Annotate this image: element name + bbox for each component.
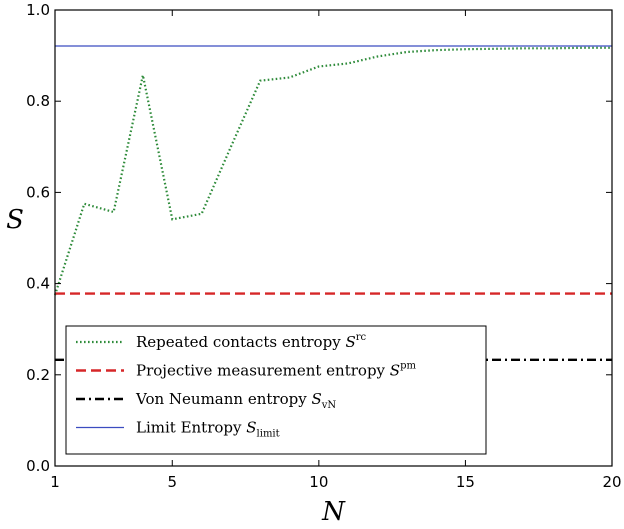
- series-line-0: [55, 48, 612, 295]
- x-tick-label: 20: [602, 473, 621, 491]
- y-axis-title: S: [6, 205, 24, 235]
- x-axis-title: N: [321, 497, 346, 527]
- y-tick-label: 0.2: [26, 366, 50, 384]
- y-tick-label: 0.6: [26, 183, 50, 201]
- legend: Repeated contacts entropy Src Projective …: [66, 326, 486, 454]
- y-tick-label: 1.0: [26, 1, 50, 19]
- x-tick-label: 15: [456, 473, 475, 491]
- y-tick-label: 0.8: [26, 92, 50, 110]
- series-layer: [55, 46, 612, 360]
- x-tick-label: 5: [167, 473, 177, 491]
- y-tick-label: 0.4: [26, 275, 50, 293]
- legend-label-0: Repeated contacts entropy Src: [136, 332, 366, 351]
- x-tick-label: 10: [309, 473, 328, 491]
- legend-label-1: Projective measurement entropy Spm: [136, 361, 416, 380]
- x-tick-label: 1: [50, 473, 60, 491]
- y-tick-label: 0.0: [26, 457, 50, 475]
- legend-label-2: Von Neumann entropy SvN: [135, 390, 336, 411]
